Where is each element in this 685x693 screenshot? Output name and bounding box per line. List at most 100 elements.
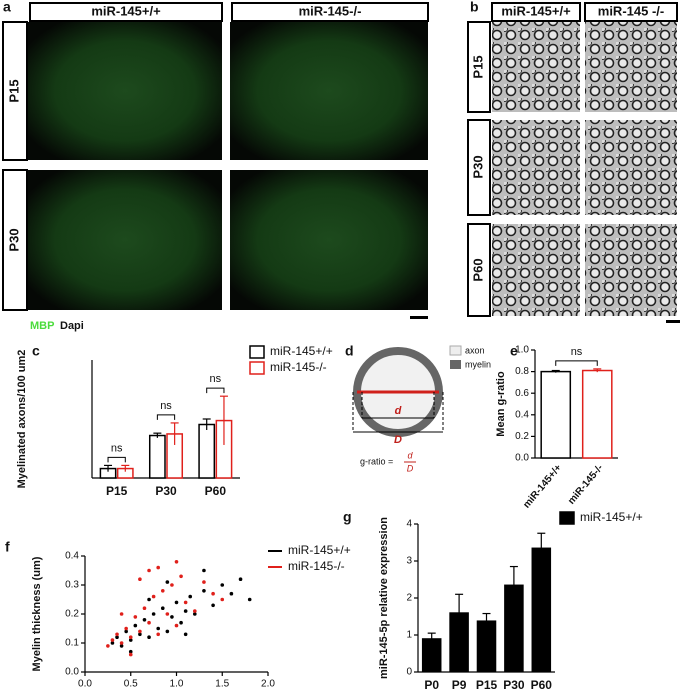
micrograph (585, 120, 677, 215)
x-tick-label: P0 (424, 678, 439, 692)
micrograph (28, 170, 222, 310)
y-tick-label: 0.1 (65, 638, 79, 649)
x-tick-label: P30 (155, 484, 177, 498)
stain-label: MBP (30, 320, 54, 332)
point (174, 623, 179, 628)
y-axis-label: Myelinated axons/100 um2 (16, 350, 28, 489)
point (188, 594, 193, 599)
point (165, 580, 170, 584)
point (128, 649, 133, 654)
point (147, 635, 151, 639)
bracket (555, 360, 598, 366)
y-tick-label: 0 (406, 667, 412, 678)
y-axis-label: Myelin thickness (um) (31, 556, 43, 671)
point (133, 623, 138, 628)
point (106, 644, 110, 648)
row-label: P60 (470, 258, 485, 281)
row-label: P15 (470, 55, 485, 78)
point (151, 594, 156, 599)
row-label: P15 (6, 79, 21, 102)
point (165, 612, 170, 616)
x-tick-label: 0.0 (78, 679, 92, 690)
y-tick-label: 0.6 (515, 388, 529, 399)
point (138, 629, 142, 634)
y-tick-label: 1.0 (515, 345, 529, 356)
point (156, 632, 160, 637)
point (211, 603, 215, 608)
legend-label: miR-145-/- (270, 360, 327, 374)
column-header: miR-145-/- (299, 3, 362, 18)
point (156, 626, 160, 631)
point (165, 629, 170, 634)
y-axis-label: Mean g-ratio (495, 371, 507, 437)
micrograph (230, 170, 428, 310)
micrograph (585, 22, 677, 112)
point (115, 632, 119, 637)
legend-swatch (249, 345, 265, 359)
y-tick-label: 4 (406, 519, 412, 530)
point (110, 641, 115, 645)
panel-label: b (470, 0, 479, 15)
bar (540, 370, 572, 459)
legend-label: miR-145+/+ (270, 344, 333, 358)
annotation: ns (160, 400, 172, 412)
point (142, 606, 147, 610)
legend-swatch (559, 511, 575, 525)
panel-label: f (5, 539, 10, 555)
x-tick-label: 1.0 (170, 679, 184, 690)
point (202, 568, 206, 573)
point (220, 583, 225, 587)
x-tick-label: P60 (205, 484, 227, 498)
row-box (467, 21, 491, 113)
y-axis-label: miR-145-5p relative expression (378, 517, 390, 679)
y-tick-label: 1 (406, 630, 412, 641)
point (133, 615, 138, 619)
x-tick-label: miR-145+/+ (521, 462, 564, 510)
point (147, 620, 151, 625)
micrograph (492, 120, 580, 215)
bar (198, 423, 216, 479)
bracket (206, 387, 225, 394)
y-tick-label: 0.2 (515, 431, 529, 442)
point (115, 635, 119, 639)
point (138, 577, 142, 581)
outer-label: D (394, 434, 402, 446)
y-tick-label: 2 (406, 593, 412, 604)
formula-num: d (407, 450, 413, 460)
point (147, 568, 151, 573)
legend-label: miR-145+/+ (580, 510, 643, 524)
bar (476, 620, 497, 673)
point (211, 591, 215, 596)
point (170, 615, 174, 619)
column-header: miR-145 -/- (598, 3, 664, 18)
formula: g-ratio = (360, 456, 393, 466)
y-tick-label: 0.0 (515, 453, 529, 464)
point (151, 612, 156, 616)
row-box (2, 21, 28, 161)
point (202, 589, 206, 593)
y-tick-label: 0.2 (65, 609, 79, 620)
row-label: P30 (6, 228, 21, 251)
panel-label: a (3, 0, 11, 15)
point (156, 565, 160, 570)
column-header: miR-145+/+ (501, 3, 571, 18)
point (183, 600, 188, 605)
x-tick-label: miR-145-/- (566, 463, 606, 507)
point (238, 577, 243, 581)
panel-label: c (32, 343, 40, 359)
point (179, 620, 183, 625)
point (247, 597, 252, 602)
point (128, 652, 133, 657)
y-tick-label: 0.8 (515, 366, 529, 377)
header-box (584, 2, 678, 22)
y-tick-label: 0.4 (515, 409, 529, 420)
row-label: P30 (470, 155, 485, 178)
micrograph (28, 22, 222, 160)
legend-swatch (450, 360, 461, 369)
micrograph (585, 224, 677, 316)
point (124, 629, 128, 634)
header-box (491, 2, 581, 22)
point (128, 635, 133, 639)
point (174, 600, 179, 605)
